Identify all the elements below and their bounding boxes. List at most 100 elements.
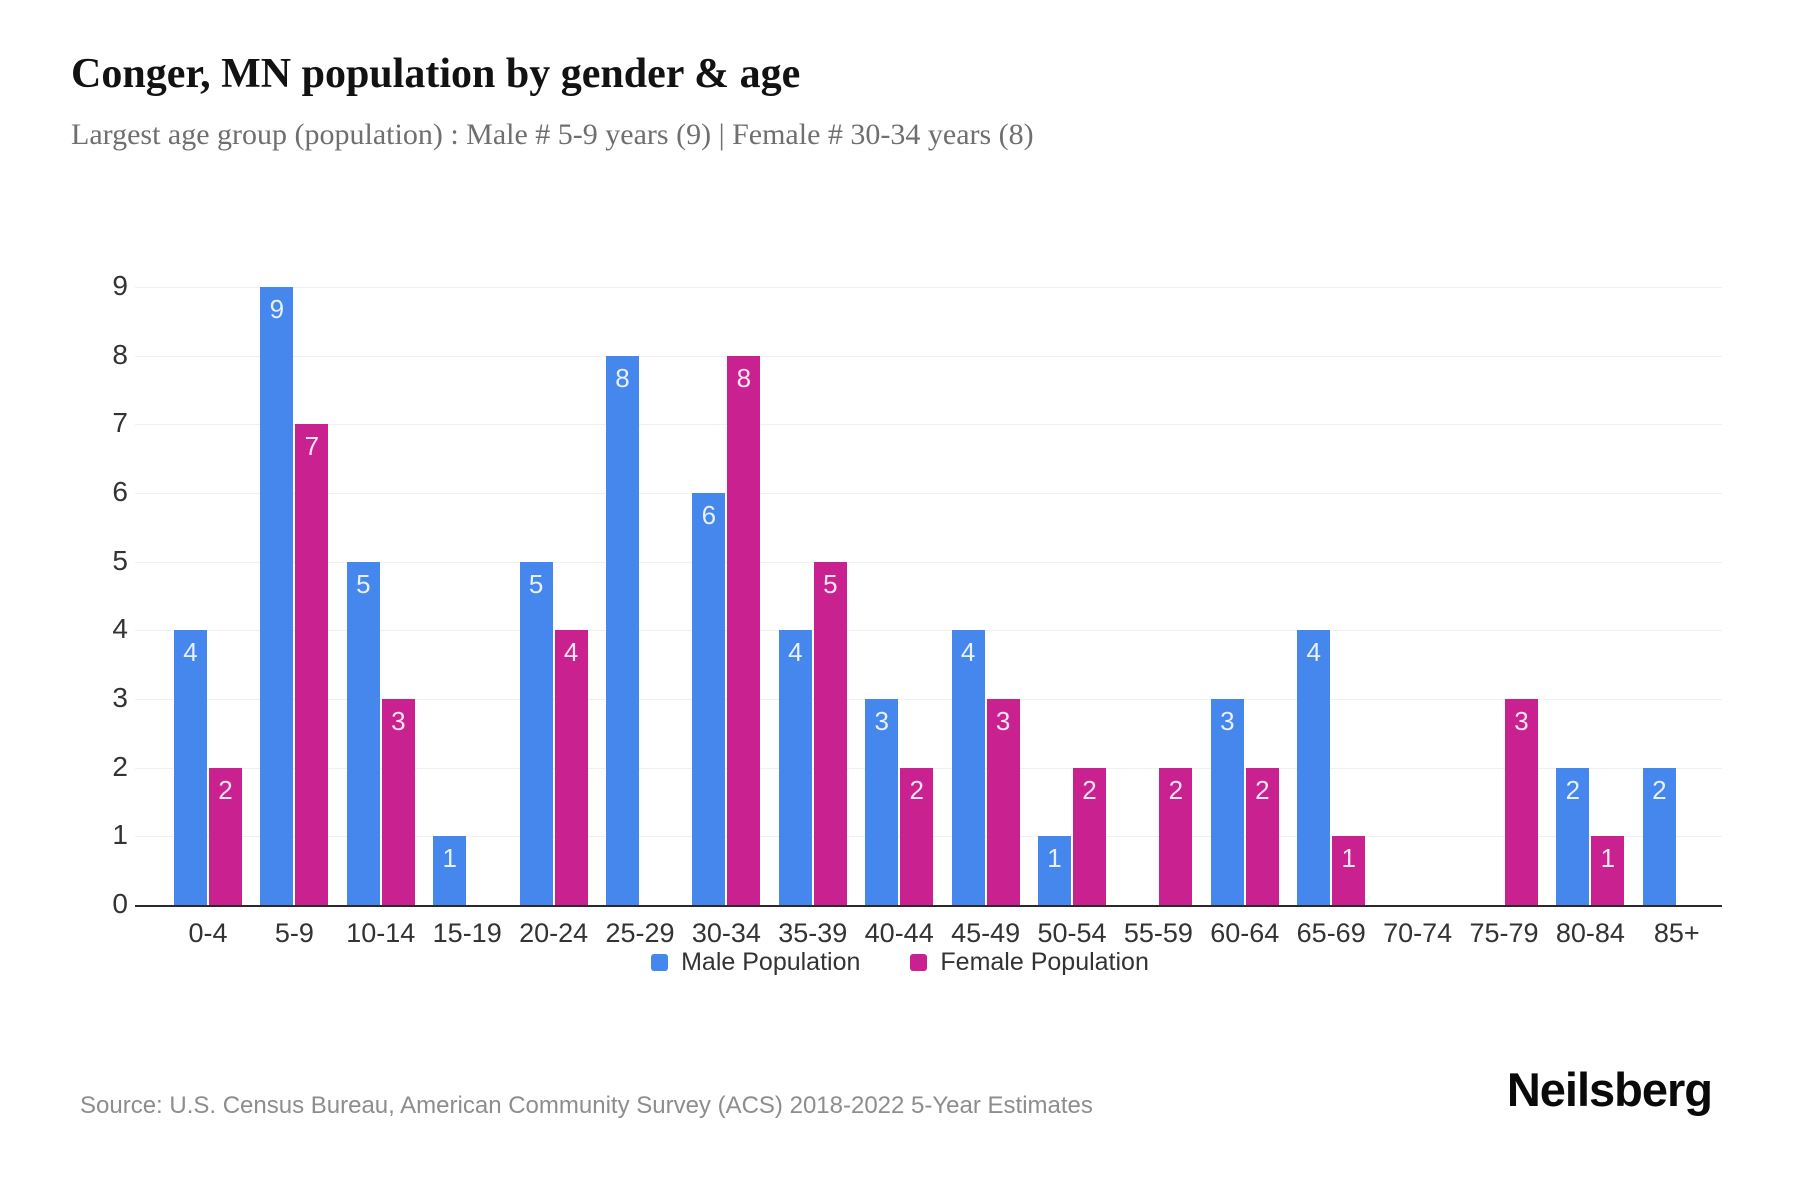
bar-value-label: 8 (615, 362, 630, 393)
x-tick-label: 5-9 (274, 918, 314, 948)
bar-value-label: 4 (183, 637, 198, 668)
x-tick-label: 60-64 (1210, 918, 1280, 948)
bar-female-40-44: 2 (900, 767, 934, 905)
bar-value-label: 5 (528, 568, 544, 599)
legend: Male Population Female Population (0, 948, 1800, 977)
gridline-y-7 (135, 424, 1722, 426)
bar-value-label: 5 (823, 568, 838, 599)
neilsberg-logo: Neilsberg (1506, 1063, 1713, 1116)
bar-value-label: 4 (1306, 637, 1321, 668)
bar-female-20-24: 4 (554, 630, 588, 905)
y-tick-label: 3 (112, 682, 128, 713)
bar-value-label: 2 (1082, 774, 1097, 805)
bar-female-30-34: 8 (727, 355, 761, 905)
bar-value-label: 2 (1168, 774, 1184, 805)
bar-value-label: 6 (701, 500, 717, 530)
y-tick-label: 6 (112, 476, 128, 507)
bar-value-label: 2 (909, 774, 924, 805)
gridline-y-6 (135, 493, 1722, 494)
bar-male-15-19: 1 (433, 836, 467, 905)
bar-female-5-9: 7 (295, 424, 329, 905)
male-series-label: Male Population (681, 948, 861, 976)
bar-value-label: 1 (1600, 843, 1616, 874)
bar-value-label: 1 (442, 843, 457, 874)
bar-male-10-14: 5 (346, 561, 380, 905)
bar-male-20-24: 5 (519, 561, 553, 905)
x-tick-label: 10-14 (346, 918, 416, 948)
bar-value-label: 2 (1255, 774, 1270, 805)
x-tick-label: 50-54 (1037, 918, 1107, 948)
bar-value-label: 7 (304, 431, 320, 462)
bar-male-50-54: 1 (1038, 836, 1071, 905)
bar-value-label: 8 (736, 362, 752, 393)
bar-male-65-69: 4 (1297, 630, 1331, 905)
bar-male-40-44: 3 (865, 699, 899, 905)
bar-female-55-59: 2 (1159, 767, 1193, 905)
bar-value-label: 1 (1047, 843, 1062, 874)
gridline-y-3 (135, 699, 1722, 700)
y-tick-label: 8 (112, 338, 128, 370)
bar-female-35-39: 5 (813, 561, 847, 905)
bar-female-60-64: 2 (1245, 767, 1279, 905)
bar-male-85+: 2 (1642, 767, 1676, 905)
bar-value-label: 5 (356, 568, 371, 599)
bar-male-80-84: 2 (1556, 767, 1590, 905)
bar-male-60-64: 3 (1210, 699, 1244, 905)
bar-female-45-49: 3 (986, 699, 1020, 905)
bar-female-10-14: 3 (381, 699, 415, 905)
page-title: Conger, MN population by gender & age (71, 51, 801, 97)
bar-male-0-4: 4 (174, 630, 207, 905)
x-tick-label: 75-79 (1469, 918, 1539, 948)
bar-value-label: 3 (874, 706, 889, 736)
x-tick-label: 70-74 (1383, 918, 1453, 948)
gridline-y-5 (135, 561, 1722, 563)
legend-item-female-population[interactable]: Female Population (910, 948, 1149, 977)
x-tick-label: 0-4 (188, 918, 228, 948)
bar-value-label: 9 (269, 294, 285, 324)
bar-male-5-9: 9 (260, 287, 294, 905)
bar-female-80-84: 1 (1591, 836, 1625, 905)
y-tick-label: 2 (112, 750, 128, 782)
bar-female-0-4: 2 (209, 767, 242, 905)
bar-female-65-69: 1 (1332, 836, 1366, 905)
bar-value-label: 4 (563, 637, 579, 668)
gridline-y-4 (135, 630, 1722, 632)
bar-value-label: 4 (788, 637, 803, 668)
bar-male-35-39: 4 (778, 630, 812, 905)
bar-value-label: 3 (1220, 706, 1235, 736)
x-tick-label: 20-24 (519, 918, 589, 948)
bar-female-75-79: 3 (1505, 699, 1538, 905)
x-axis-line (135, 905, 1722, 907)
bar-value-label: 2 (1652, 774, 1667, 805)
x-tick-label: 40-44 (864, 918, 934, 948)
bar-value-label: 3 (995, 706, 1011, 736)
female-series-swatch-icon (910, 954, 928, 971)
gridline-y-9 (135, 287, 1722, 288)
y-tick-label: 0 (112, 888, 128, 919)
bar-value-label: 3 (1514, 706, 1529, 736)
bar-female-50-54: 2 (1073, 767, 1106, 905)
bar-value-label: 1 (1341, 843, 1356, 874)
y-tick-label: 9 (112, 270, 128, 301)
bar-value-label: 2 (1565, 774, 1581, 805)
x-tick-label: 15-19 (432, 918, 502, 948)
x-tick-label: 85+ (1653, 918, 1700, 948)
male-series-swatch-icon (651, 954, 669, 971)
bar-value-label: 4 (960, 637, 976, 668)
x-tick-label: 65-69 (1296, 918, 1366, 948)
legend-item-male-population[interactable]: Male Population (651, 948, 860, 977)
x-tick-label: 80-84 (1555, 918, 1625, 948)
bar-value-label: 3 (391, 706, 406, 736)
bar-value-label: 2 (218, 774, 233, 805)
x-tick-label: 35-39 (778, 918, 848, 948)
y-tick-label: 4 (112, 613, 128, 645)
source-attribution: Source: U.S. Census Bureau, American Com… (80, 1092, 1093, 1119)
x-tick-label: 30-34 (691, 918, 761, 948)
gridline-y-8 (135, 355, 1722, 357)
x-tick-label: 45-49 (951, 918, 1021, 948)
x-tick-label: 55-59 (1123, 918, 1193, 948)
female-series-label: Female Population (940, 948, 1149, 976)
y-tick-label: 7 (112, 407, 128, 439)
y-tick-label: 5 (112, 544, 128, 576)
